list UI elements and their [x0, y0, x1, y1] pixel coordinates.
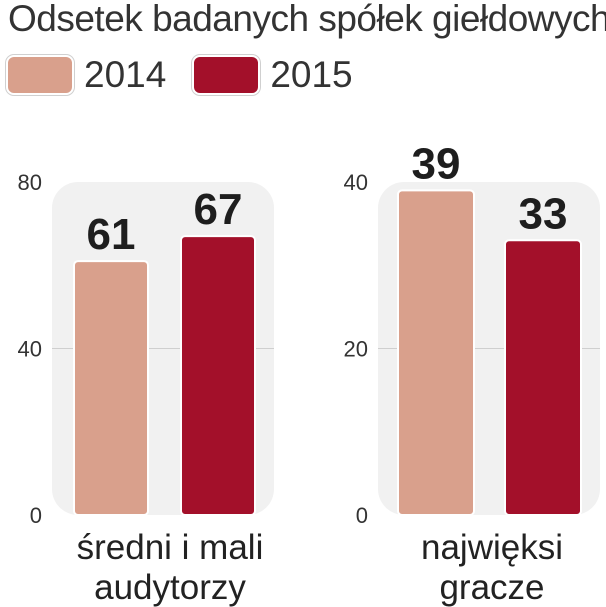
bar-1-2015: [180, 235, 256, 517]
y-tick-label: 80: [18, 170, 42, 195]
category-label: gracze: [439, 568, 544, 607]
bar-2-2015: [504, 239, 582, 516]
category-label: średni i mali: [77, 528, 264, 567]
legend-label-2015: 2015: [270, 54, 353, 95]
bar-2-2014: [397, 189, 475, 516]
legend-swatch-2015: [194, 57, 259, 93]
y-tick-label: 20: [344, 337, 368, 362]
y-tick-label: 40: [344, 170, 368, 195]
value-label: 67: [194, 185, 243, 234]
legend-label-2014: 2014: [84, 54, 167, 95]
value-label: 39: [412, 139, 461, 188]
y-tick-label: 0: [30, 503, 42, 528]
legend-swatch-2014: [8, 57, 72, 93]
y-tick-label: 0: [356, 503, 368, 528]
category-label: audytorzy: [94, 568, 246, 607]
value-label: 61: [87, 210, 136, 259]
y-tick-label: 40: [18, 337, 42, 362]
legend-item-2014: 2014: [8, 54, 166, 96]
chart-title: Odsetek badanych spółek giełdowych: [8, 0, 606, 39]
legend: 2014 2015: [8, 54, 381, 96]
bar-1-2014: [73, 260, 149, 516]
category-label: najwięksi: [421, 528, 563, 567]
value-label: 33: [519, 189, 568, 238]
legend-item-2015: 2015: [194, 54, 353, 96]
